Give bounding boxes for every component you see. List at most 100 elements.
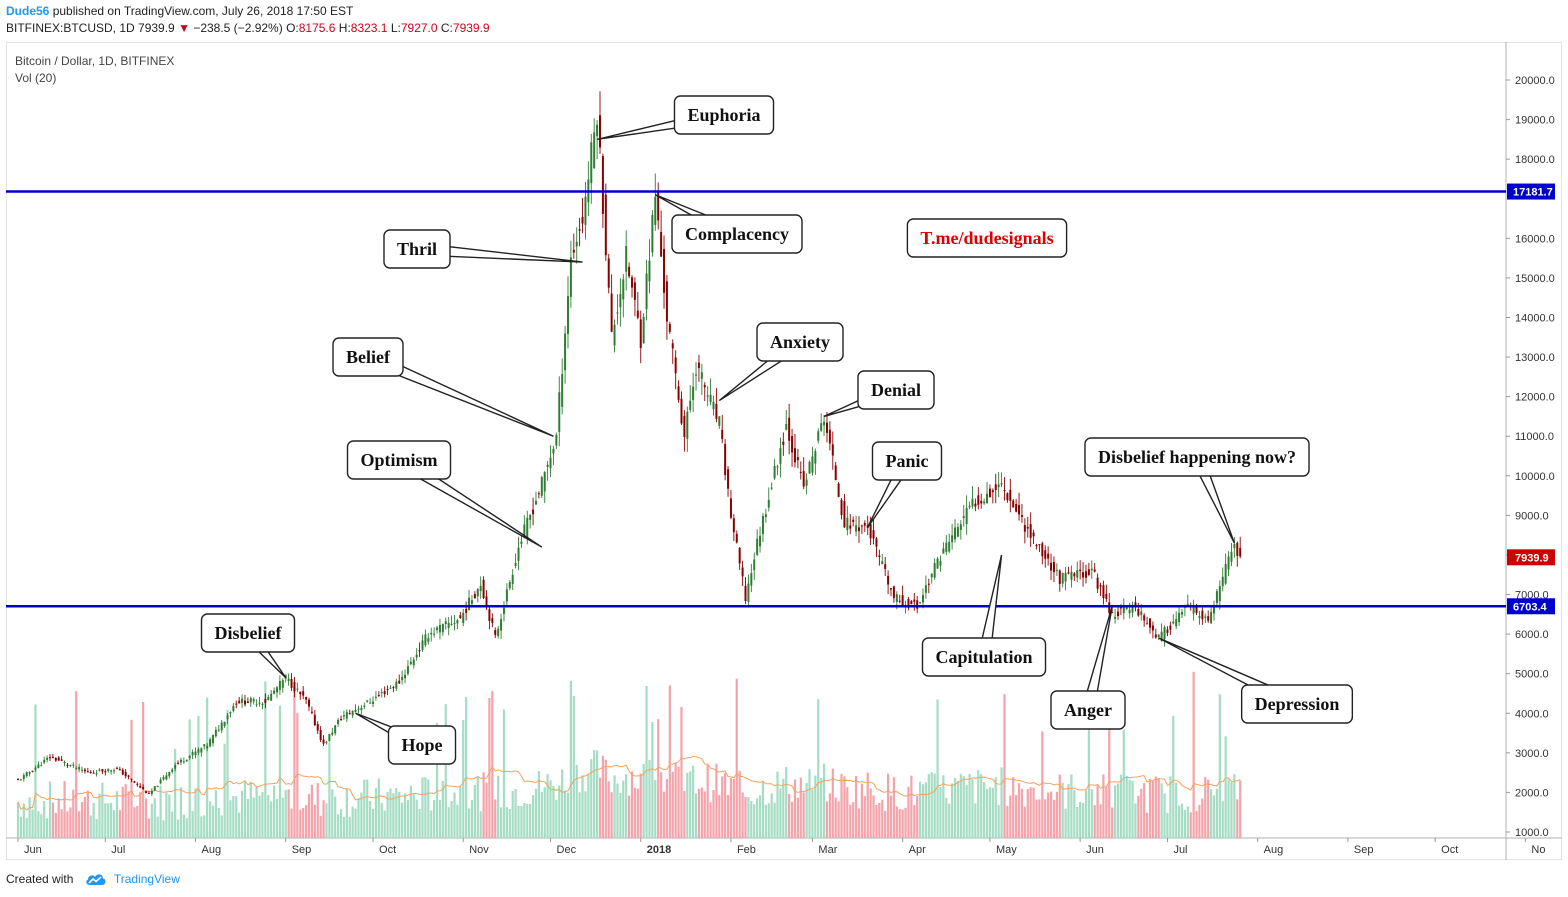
candle-body	[69, 764, 72, 767]
volume-bar	[881, 799, 884, 838]
candle-body	[869, 523, 872, 539]
price-chart[interactable]: 20000.0 19000.0 18000.0 16000.0 15000.0 14000…	[6, 42, 1562, 860]
candle-body	[744, 585, 747, 602]
callout-box	[673, 95, 775, 135]
volume-bar	[852, 802, 855, 838]
candle-body	[508, 582, 511, 589]
candle-body	[948, 541, 951, 552]
candle-body	[628, 266, 631, 277]
volume-bar	[820, 778, 823, 838]
callout-text: Anxiety	[770, 332, 830, 352]
candle-body	[366, 700, 369, 702]
candle-body	[328, 734, 331, 742]
time-tick-label: Aug	[1264, 844, 1284, 856]
candle-body	[142, 787, 145, 790]
volume-bar	[316, 783, 319, 838]
volume-bar	[796, 797, 799, 838]
callout: Denial	[823, 370, 935, 418]
volume-bar	[732, 778, 735, 838]
tradingview-link[interactable]: TradingView	[113, 872, 180, 886]
volume-bar	[296, 712, 299, 838]
candle-body	[1213, 606, 1216, 614]
candle-body	[956, 527, 959, 537]
promo-box	[906, 218, 1068, 258]
candle-body	[31, 770, 34, 772]
volume-bar	[243, 781, 247, 838]
volume-bar	[1157, 778, 1160, 838]
callout-box	[871, 441, 943, 481]
candle-body	[808, 461, 811, 474]
candle-body	[840, 499, 843, 516]
candle-body	[1047, 553, 1050, 559]
candle-body	[25, 772, 28, 777]
volume-bar	[671, 771, 674, 838]
volume-bar	[107, 803, 110, 838]
volume-bar	[337, 814, 340, 838]
promo-callout[interactable]: T.me/dudesignals	[906, 218, 1068, 258]
volume-bar	[1210, 789, 1213, 838]
volume-bar	[217, 808, 220, 838]
close-value: 7939.9	[452, 21, 490, 35]
volume-bar	[657, 719, 660, 838]
volume-bar	[831, 768, 834, 838]
time-tick-label: No	[1531, 844, 1545, 856]
candle-body	[241, 698, 244, 703]
candle-body	[174, 764, 177, 769]
volume-bar	[1038, 799, 1041, 838]
volume-bar	[860, 783, 863, 838]
candle-body	[924, 585, 927, 593]
candle-body	[1006, 493, 1009, 501]
candle-body	[1061, 572, 1064, 584]
volume-bar	[456, 804, 459, 838]
candle-body	[115, 767, 118, 769]
candle-body	[104, 771, 107, 773]
price-tick-label: 12000.0	[1515, 392, 1555, 404]
price-tick-label: 9000.0	[1515, 510, 1549, 522]
candle-body	[534, 500, 537, 505]
author-name[interactable]: Dude56	[6, 4, 50, 18]
volume-bar	[188, 719, 191, 838]
volume-bar	[444, 704, 447, 838]
candle-body	[962, 516, 965, 519]
candle-body	[575, 241, 578, 247]
chart-area[interactable]: 20000.0 19000.0 18000.0 16000.0 15000.0 14000…	[6, 42, 1562, 860]
candle-body	[1146, 623, 1149, 625]
candle-body	[1029, 524, 1032, 538]
candle-body	[1084, 571, 1087, 578]
volume-bar	[354, 808, 357, 838]
candle-body	[837, 483, 840, 497]
volume-bar	[403, 793, 407, 838]
volume-bar	[651, 721, 654, 838]
volume-bar	[459, 786, 462, 838]
volume-bar	[1052, 799, 1056, 838]
candle-body	[369, 702, 372, 704]
volume-bar	[866, 772, 869, 838]
volume-bar	[1035, 799, 1038, 838]
candle-body	[831, 444, 834, 456]
volume-bar	[607, 781, 610, 838]
volume-bar	[386, 792, 389, 838]
volume-bar	[418, 809, 421, 838]
volume-bar	[185, 818, 188, 838]
time-tick-label: Aug	[202, 844, 222, 856]
volume-bar	[1119, 774, 1122, 838]
volume-bar	[255, 785, 258, 838]
candle-body	[1221, 576, 1224, 587]
candle-body	[776, 466, 779, 468]
volume-bar	[95, 819, 98, 838]
volume-bar	[770, 793, 773, 838]
candle-body	[788, 417, 791, 441]
volume-bar	[959, 774, 962, 838]
candle-body	[113, 770, 116, 772]
volume-bar	[799, 777, 802, 838]
volume-bar	[171, 811, 174, 838]
candle-body	[770, 487, 773, 489]
volume-bar	[139, 792, 142, 838]
callout-box	[756, 322, 844, 362]
candle-body	[919, 602, 922, 604]
price-change: −238.5 (−2.92%)	[193, 21, 283, 35]
volume-bar	[69, 807, 72, 838]
candle-body	[569, 257, 572, 297]
candle-body	[235, 703, 238, 705]
volume-bar	[884, 810, 887, 838]
